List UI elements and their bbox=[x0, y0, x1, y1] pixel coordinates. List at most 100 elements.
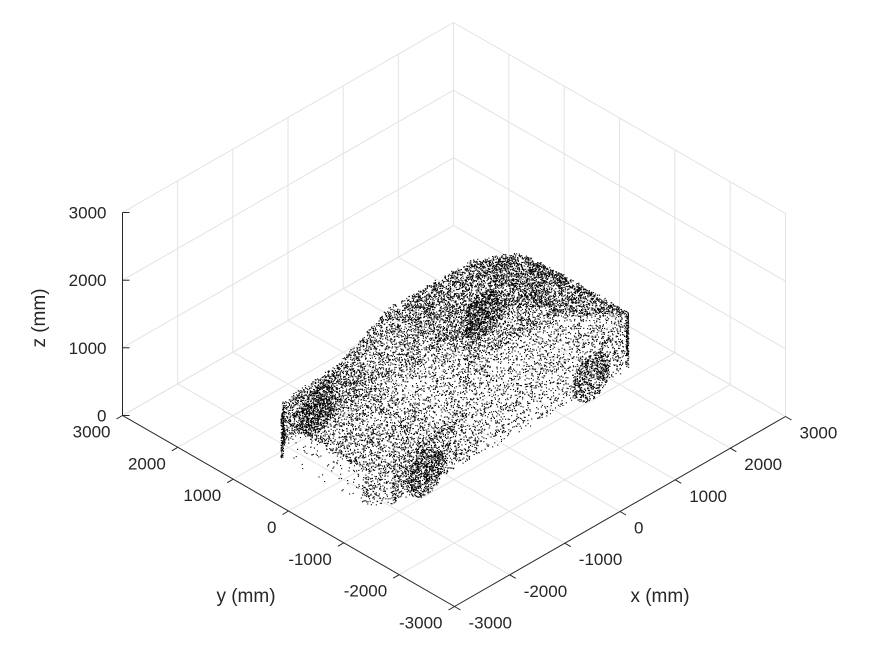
cloud-point bbox=[477, 387, 479, 389]
cloud-point bbox=[454, 440, 456, 442]
cloud-point bbox=[417, 333, 419, 335]
cloud-point bbox=[326, 382, 328, 384]
cloud-point bbox=[623, 334, 625, 336]
cloud-point bbox=[381, 316, 383, 318]
cloud-point bbox=[343, 418, 345, 420]
cloud-point bbox=[434, 443, 436, 445]
cloud-point bbox=[348, 376, 350, 378]
cloud-point bbox=[456, 276, 458, 278]
cloud-point bbox=[502, 310, 504, 312]
cloud-point bbox=[469, 428, 471, 430]
cloud-point bbox=[472, 336, 474, 338]
cloud-point bbox=[323, 416, 325, 418]
cloud-point bbox=[550, 344, 552, 346]
cloud-point bbox=[562, 404, 564, 406]
cloud-point bbox=[361, 468, 363, 470]
cloud-point bbox=[419, 314, 421, 316]
cloud-point bbox=[348, 414, 350, 416]
cloud-point bbox=[565, 317, 567, 319]
cloud-point bbox=[424, 349, 426, 351]
cloud-point bbox=[546, 288, 548, 290]
cloud-point bbox=[562, 289, 564, 291]
cloud-point bbox=[468, 365, 470, 367]
cloud-point bbox=[601, 311, 603, 313]
cloud-point bbox=[372, 430, 374, 432]
cloud-point bbox=[362, 420, 364, 422]
cloud-point bbox=[596, 334, 598, 336]
cloud-point bbox=[324, 481, 326, 483]
cloud-point bbox=[413, 298, 415, 300]
cloud-point bbox=[510, 305, 512, 307]
cloud-point bbox=[425, 288, 427, 290]
cloud-point bbox=[387, 355, 389, 357]
cloud-point bbox=[603, 306, 605, 308]
cloud-point bbox=[601, 301, 603, 303]
cloud-point bbox=[484, 334, 486, 336]
cloud-point bbox=[350, 407, 352, 409]
cloud-point bbox=[395, 429, 397, 431]
cloud-point bbox=[480, 275, 482, 277]
cloud-point bbox=[434, 341, 436, 343]
cloud-point bbox=[594, 361, 596, 363]
cloud-point bbox=[489, 264, 491, 266]
cloud-point bbox=[501, 356, 503, 358]
cloud-point bbox=[596, 340, 598, 342]
cloud-point bbox=[358, 409, 360, 411]
cloud-point bbox=[424, 442, 426, 444]
cloud-point bbox=[361, 365, 363, 367]
cloud-point bbox=[368, 470, 370, 472]
cloud-point bbox=[577, 346, 579, 348]
cloud-point bbox=[500, 342, 502, 344]
cloud-point bbox=[549, 335, 551, 337]
cloud-point bbox=[375, 339, 377, 341]
cloud-point bbox=[306, 418, 308, 420]
cloud-point bbox=[473, 367, 475, 369]
cloud-point bbox=[487, 413, 489, 415]
cloud-point bbox=[411, 377, 413, 379]
cloud-point bbox=[370, 458, 372, 460]
cloud-point bbox=[340, 409, 342, 411]
cloud-point bbox=[344, 406, 346, 408]
cloud-point bbox=[500, 393, 502, 395]
cloud-point bbox=[424, 356, 426, 358]
cloud-point bbox=[523, 369, 525, 371]
cloud-point bbox=[406, 315, 408, 317]
cloud-point bbox=[339, 393, 341, 395]
cloud-point bbox=[413, 452, 415, 454]
cloud-point bbox=[469, 345, 471, 347]
cloud-point bbox=[402, 305, 404, 307]
cloud-point bbox=[415, 375, 417, 377]
cloud-point bbox=[446, 416, 448, 418]
cloud-point bbox=[546, 412, 548, 414]
cloud-point bbox=[503, 339, 505, 341]
cloud-point bbox=[499, 292, 501, 294]
cloud-point bbox=[406, 369, 408, 371]
cloud-point bbox=[565, 309, 567, 311]
cloud-point bbox=[532, 279, 534, 281]
cloud-point bbox=[447, 293, 449, 295]
cloud-point bbox=[579, 350, 581, 352]
cloud-point bbox=[625, 348, 627, 350]
cloud-point bbox=[518, 401, 520, 403]
cloud-point bbox=[351, 400, 353, 402]
cloud-point bbox=[455, 420, 457, 422]
cloud-point bbox=[331, 385, 333, 387]
cloud-point bbox=[395, 480, 397, 482]
cloud-point bbox=[563, 348, 565, 350]
cloud-point bbox=[498, 346, 500, 348]
cloud-point bbox=[414, 413, 416, 415]
cloud-point bbox=[596, 298, 598, 300]
cloud-point bbox=[355, 408, 357, 410]
cloud-point bbox=[556, 362, 558, 364]
cloud-point bbox=[359, 439, 361, 441]
cloud-point bbox=[326, 385, 328, 387]
cloud-point bbox=[531, 391, 533, 393]
cloud-point bbox=[581, 292, 583, 294]
cloud-point bbox=[301, 387, 303, 389]
cloud-point bbox=[621, 310, 623, 312]
cloud-point bbox=[538, 386, 540, 388]
cloud-point bbox=[611, 374, 613, 376]
cloud-point bbox=[529, 305, 531, 307]
cloud-point bbox=[608, 339, 610, 341]
cloud-point bbox=[496, 323, 498, 325]
